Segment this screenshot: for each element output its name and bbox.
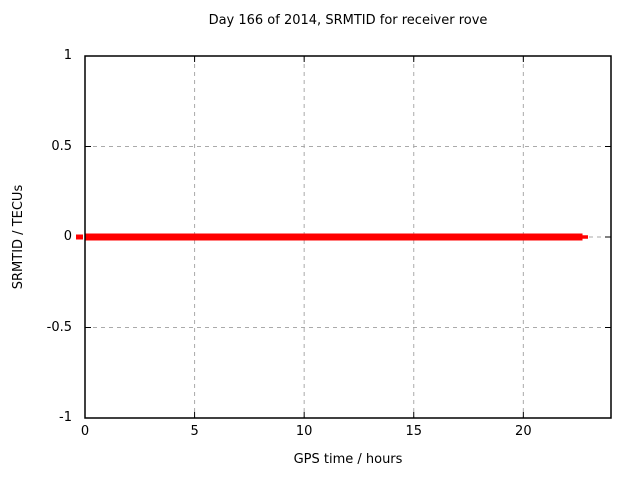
y-tick-label: -1 bbox=[59, 410, 72, 425]
y-tick-label: 0 bbox=[63, 229, 72, 244]
data-series-srmtid-main bbox=[85, 233, 583, 241]
chart-title: Day 166 of 2014, SRMTID for receiver rov… bbox=[208, 13, 488, 28]
x-axis-label: GPS time / hours bbox=[293, 452, 403, 467]
data-series-srmtid-tip bbox=[582, 235, 588, 239]
x-tick-label: 0 bbox=[80, 424, 90, 439]
x-tick-label: 15 bbox=[405, 424, 423, 439]
x-tick-label: 20 bbox=[515, 424, 532, 439]
y-tick-label: 0.5 bbox=[51, 138, 72, 154]
y-tick-label: 1 bbox=[63, 48, 72, 63]
y-tick-label: -0.5 bbox=[46, 319, 72, 335]
outside-tick-mark bbox=[76, 234, 83, 240]
plot-border bbox=[84, 55, 612, 419]
x-tick-label: 10 bbox=[295, 424, 313, 439]
x-tick-label: 5 bbox=[190, 424, 199, 439]
